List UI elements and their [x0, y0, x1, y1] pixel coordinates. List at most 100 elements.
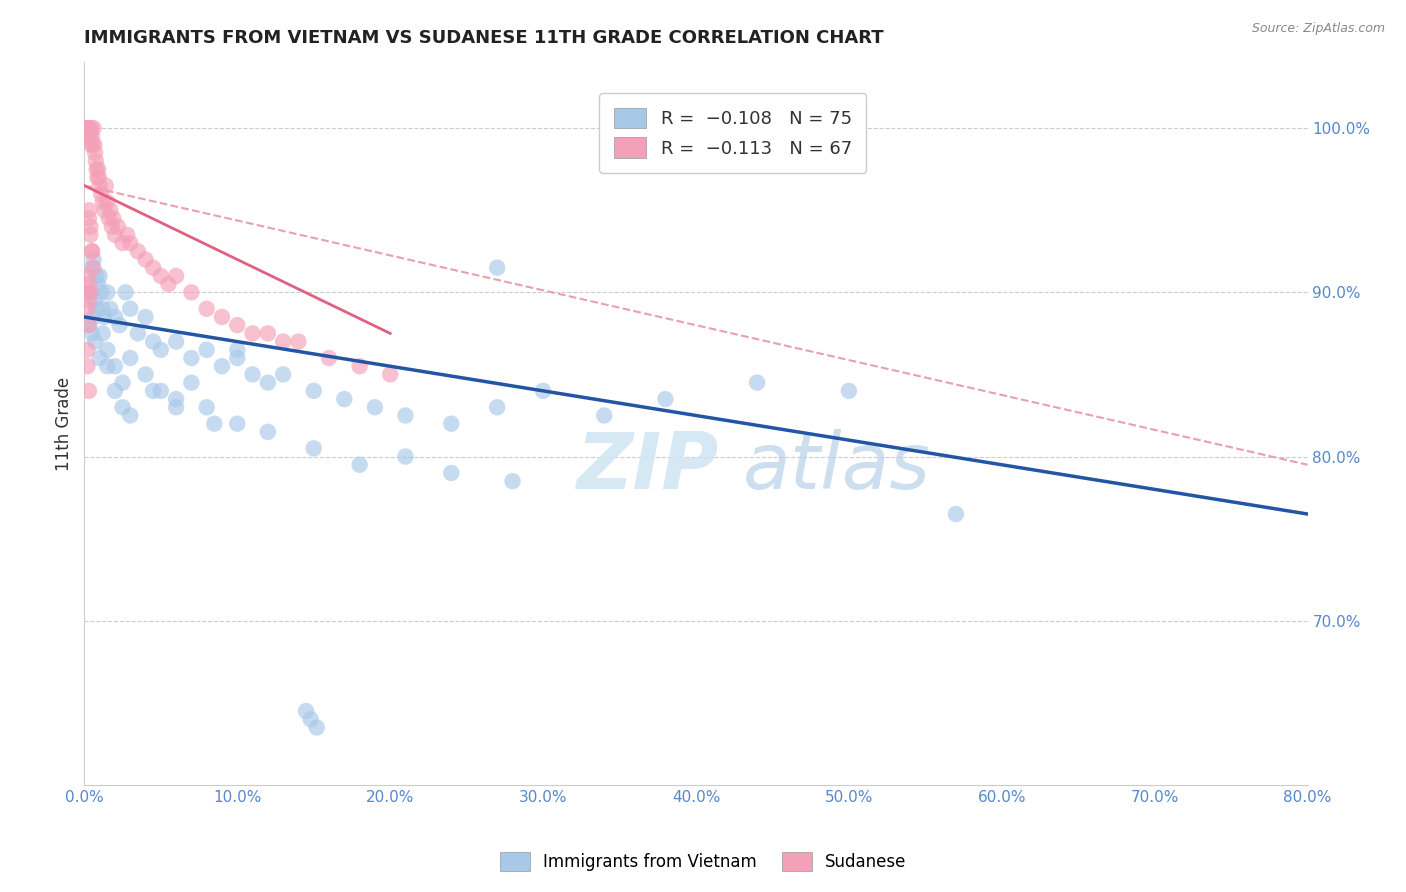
- Point: [531, 384, 554, 398]
- Point: [83, 121, 105, 136]
- Point: [135, 368, 157, 382]
- Legend: R =  −0.108   N = 75, R =  −0.113   N = 67: R = −0.108 N = 75, R = −0.113 N = 67: [599, 93, 866, 173]
- Point: [654, 392, 676, 406]
- Text: ZIP: ZIP: [576, 429, 718, 505]
- Point: [86, 170, 108, 185]
- Point: [120, 236, 142, 251]
- Point: [87, 277, 110, 292]
- Point: [84, 153, 107, 168]
- Point: [77, 384, 100, 398]
- Point: [242, 368, 264, 382]
- Text: IMMIGRANTS FROM VIETNAM VS SUDANESE 11TH GRADE CORRELATION CHART: IMMIGRANTS FROM VIETNAM VS SUDANESE 11TH…: [84, 29, 884, 47]
- Point: [87, 170, 110, 185]
- Point: [79, 285, 101, 300]
- Point: [84, 334, 107, 349]
- Point: [142, 384, 165, 398]
- Point: [75, 121, 97, 136]
- Point: [302, 384, 325, 398]
- Point: [76, 343, 98, 357]
- Point: [107, 219, 129, 234]
- Point: [226, 343, 249, 357]
- Point: [80, 326, 103, 341]
- Point: [165, 401, 187, 415]
- Point: [271, 334, 294, 349]
- Point: [180, 285, 202, 300]
- Point: [77, 277, 100, 292]
- Point: [89, 178, 111, 193]
- Point: [104, 310, 127, 324]
- Point: [226, 351, 249, 365]
- Point: [77, 121, 100, 136]
- Point: [80, 129, 103, 144]
- Point: [211, 359, 233, 374]
- Point: [76, 359, 98, 374]
- Point: [165, 334, 187, 349]
- Point: [76, 285, 98, 300]
- Point: [149, 343, 172, 357]
- Point: [89, 351, 111, 365]
- Point: [114, 285, 136, 300]
- Point: [394, 450, 416, 464]
- Point: [84, 145, 107, 160]
- Point: [91, 194, 114, 209]
- Point: [180, 351, 202, 365]
- Point: [135, 252, 157, 267]
- Point: [299, 712, 322, 726]
- Text: atlas: atlas: [742, 429, 931, 505]
- Point: [157, 277, 180, 292]
- Point: [349, 359, 371, 374]
- Point: [149, 384, 172, 398]
- Point: [593, 409, 616, 423]
- Point: [165, 268, 187, 283]
- Point: [79, 227, 101, 242]
- Point: [80, 260, 103, 275]
- Point: [96, 359, 118, 374]
- Point: [79, 219, 101, 234]
- Point: [440, 417, 463, 431]
- Point: [838, 384, 860, 398]
- Point: [104, 384, 127, 398]
- Point: [195, 343, 218, 357]
- Point: [79, 285, 101, 300]
- Point: [82, 137, 104, 152]
- Point: [486, 260, 509, 275]
- Point: [79, 129, 101, 144]
- Point: [103, 211, 125, 226]
- Text: Source: ZipAtlas.com: Source: ZipAtlas.com: [1251, 22, 1385, 36]
- Point: [195, 401, 218, 415]
- Point: [86, 162, 108, 177]
- Point: [96, 343, 118, 357]
- Point: [115, 227, 138, 242]
- Point: [101, 219, 124, 234]
- Point: [79, 137, 101, 152]
- Point: [364, 401, 387, 415]
- Point: [257, 376, 280, 390]
- Point: [287, 334, 309, 349]
- Point: [86, 301, 108, 316]
- Point: [165, 392, 187, 406]
- Point: [80, 244, 103, 259]
- Point: [305, 721, 328, 735]
- Point: [211, 310, 233, 324]
- Point: [76, 121, 98, 136]
- Point: [394, 409, 416, 423]
- Point: [486, 401, 509, 415]
- Point: [302, 442, 325, 456]
- Point: [83, 260, 105, 275]
- Point: [96, 194, 118, 209]
- Point: [77, 211, 100, 226]
- Point: [104, 359, 127, 374]
- Point: [149, 268, 172, 283]
- Point: [226, 318, 249, 333]
- Point: [91, 301, 114, 316]
- Point: [98, 301, 121, 316]
- Point: [111, 236, 134, 251]
- Point: [108, 318, 131, 333]
- Y-axis label: 11th Grade: 11th Grade: [55, 376, 73, 471]
- Point: [226, 417, 249, 431]
- Point: [77, 293, 100, 308]
- Point: [333, 392, 356, 406]
- Point: [127, 244, 149, 259]
- Point: [93, 203, 115, 218]
- Point: [77, 121, 100, 136]
